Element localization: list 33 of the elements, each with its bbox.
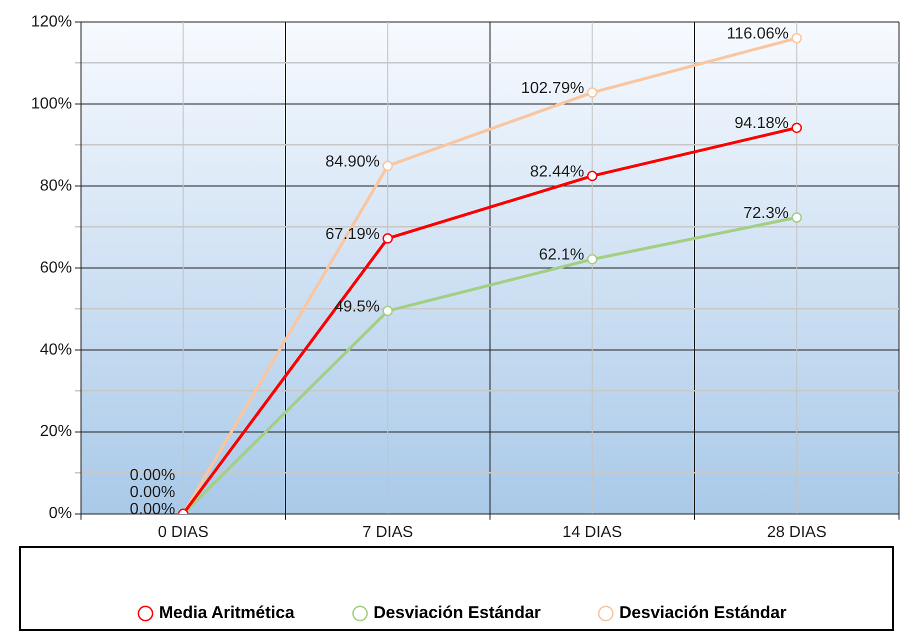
data-label: 67.19% (325, 226, 380, 243)
legend-label: Media Aritmética (158, 603, 295, 622)
x-tick-label: 0 DIAS (158, 524, 209, 541)
data-label: 94.18% (734, 115, 789, 132)
y-tick-label: 120% (31, 13, 72, 30)
data-label: 0.00% (130, 484, 176, 502)
y-tick-label: 80% (40, 177, 72, 194)
legend-label: Desviación Estándar (374, 603, 542, 622)
point (791, 122, 802, 134)
data-label: 116.06% (726, 26, 789, 43)
x-tick-label: 28 DIAS (766, 524, 827, 541)
point (791, 32, 802, 44)
point (382, 233, 393, 244)
data-label: 72.3% (743, 204, 789, 222)
data-label: 62.1% (538, 246, 584, 264)
x-tick-label: 14 DIAS (562, 524, 622, 541)
x-tick-label: 7 DIAS (362, 524, 414, 541)
point (382, 160, 393, 172)
data-label: 0.00% (130, 467, 176, 484)
point (586, 254, 598, 265)
data-label: 84.90% (325, 153, 380, 170)
y-tick-label: 100% (31, 95, 72, 112)
data-label: 102.79% (521, 80, 584, 97)
point (791, 212, 802, 223)
point (382, 306, 393, 316)
y-tick-label: 20% (40, 423, 72, 440)
legend-label: Desviación Estándar (619, 603, 787, 622)
y-tick-label: 40% (40, 341, 72, 358)
point (586, 87, 598, 98)
data-label: 82.44% (530, 163, 584, 180)
point (586, 170, 598, 182)
y-tick-label: 60% (40, 259, 72, 276)
y-tick-label: 0% (48, 505, 72, 522)
